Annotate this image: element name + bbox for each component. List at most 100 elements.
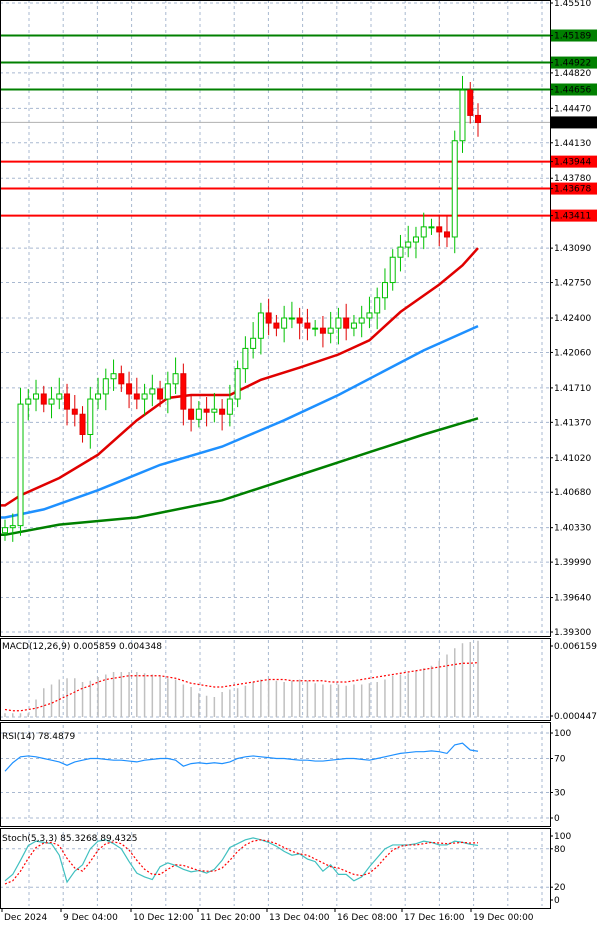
candle <box>141 393 148 400</box>
candle <box>366 312 373 319</box>
candle <box>397 246 404 258</box>
candle <box>17 403 24 527</box>
candle <box>443 231 450 238</box>
candle <box>33 393 40 400</box>
level-price-label: 1.44922 <box>554 59 591 69</box>
current-price-label: 1.44331 <box>554 118 591 128</box>
candle <box>459 89 466 142</box>
time-axis-label: 16 Dec 08:00 <box>337 913 398 923</box>
candle <box>350 322 357 329</box>
candle <box>343 317 350 329</box>
candle <box>211 408 218 413</box>
rsi-line <box>4 742 479 772</box>
candle <box>226 398 233 415</box>
time-axis-label: 11 Dec 20:00 <box>200 913 261 923</box>
level-price-label: 1.44656 <box>554 86 591 96</box>
price-tick-label: 1.41020 <box>554 454 591 464</box>
candle <box>250 337 257 349</box>
rsi-tick-label: 100 <box>554 729 571 739</box>
macd-signal-line <box>4 662 479 712</box>
candle <box>281 317 288 329</box>
candle <box>164 383 171 400</box>
time-axis-label: Dec 2024 <box>4 913 47 923</box>
price-tick-label: 1.41370 <box>554 418 591 428</box>
panel-border <box>0 828 551 909</box>
current-price-label-bg <box>551 116 597 129</box>
price-tick-label: 1.43090 <box>554 244 591 254</box>
price-tick-label: 1.39990 <box>554 558 591 568</box>
level-price-label-bg <box>551 29 597 42</box>
candle <box>327 327 334 334</box>
time-axis-label: 13 Dec 04:00 <box>269 913 330 923</box>
rsi-tick-label: 0 <box>554 814 560 824</box>
candle <box>405 241 412 248</box>
candle <box>234 368 241 400</box>
level-price-label-bg <box>551 83 597 96</box>
candle <box>389 256 396 284</box>
moving-average-line <box>0 417 479 537</box>
candle <box>296 317 303 324</box>
candle <box>374 297 381 314</box>
candle <box>195 408 202 420</box>
candle <box>9 525 16 529</box>
candle <box>335 317 342 329</box>
candle <box>420 226 427 238</box>
price-panel <box>0 34 550 542</box>
candle <box>102 378 109 395</box>
candle <box>110 373 117 380</box>
candle <box>118 373 125 385</box>
candle <box>428 226 435 229</box>
price-tick-label: 1.45510 <box>554 0 591 9</box>
rsi-panel <box>4 742 479 772</box>
candle <box>2 527 8 534</box>
candle <box>172 373 179 385</box>
level-price-label-bg <box>551 56 597 69</box>
macd-label: MACD(12,26,9) 0.005859 0.004348 <box>2 642 162 652</box>
stoch-main-line <box>4 837 479 884</box>
price-tick-label: 1.42400 <box>554 314 591 324</box>
candle <box>149 388 156 395</box>
macd-tick-label: 0.000447 <box>554 712 597 722</box>
candle <box>203 408 210 413</box>
price-tick-label: 1.41710 <box>554 384 591 394</box>
time-axis-label: 10 Dec 12:00 <box>133 913 194 923</box>
candle <box>79 413 86 435</box>
candle <box>71 408 78 415</box>
candle <box>273 322 280 329</box>
candle <box>242 347 249 370</box>
candle <box>257 312 264 339</box>
stoch-tick-label: 80 <box>554 845 566 855</box>
panel-border <box>0 638 551 721</box>
candle <box>180 373 187 410</box>
price-tick-label: 1.43780 <box>554 174 591 184</box>
panel-border <box>0 722 551 827</box>
candle <box>436 226 443 233</box>
macd-tick-label: 0.006159 <box>554 642 597 652</box>
level-price-label: 1.45189 <box>554 32 591 42</box>
grid <box>0 0 550 906</box>
rsi-tick-label: 70 <box>554 755 566 765</box>
candle <box>64 393 71 410</box>
candle <box>319 327 326 334</box>
candle <box>157 388 164 400</box>
candle <box>188 408 195 420</box>
candle <box>87 398 94 435</box>
level-price-label: 1.43678 <box>554 185 591 195</box>
level-price-label-bg <box>551 182 597 195</box>
candle <box>288 317 295 320</box>
price-tick-label: 1.39300 <box>554 628 591 638</box>
price-tick-label: 1.44130 <box>554 139 591 149</box>
price-tick-label: 1.42750 <box>554 279 591 289</box>
time-axis-label: 9 Dec 04:00 <box>63 913 118 923</box>
rsi-tick-label: 30 <box>554 789 566 799</box>
candle <box>358 317 365 324</box>
stoch-tick-label: 20 <box>554 883 566 893</box>
price-tick-label: 1.40330 <box>554 524 591 534</box>
price-tick-label: 1.39640 <box>554 594 591 604</box>
stoch-tick-label: 100 <box>554 832 571 842</box>
price-tick-label: 1.44470 <box>554 104 591 114</box>
candle <box>40 393 47 405</box>
time-axis-label: 17 Dec 16:00 <box>404 913 465 923</box>
